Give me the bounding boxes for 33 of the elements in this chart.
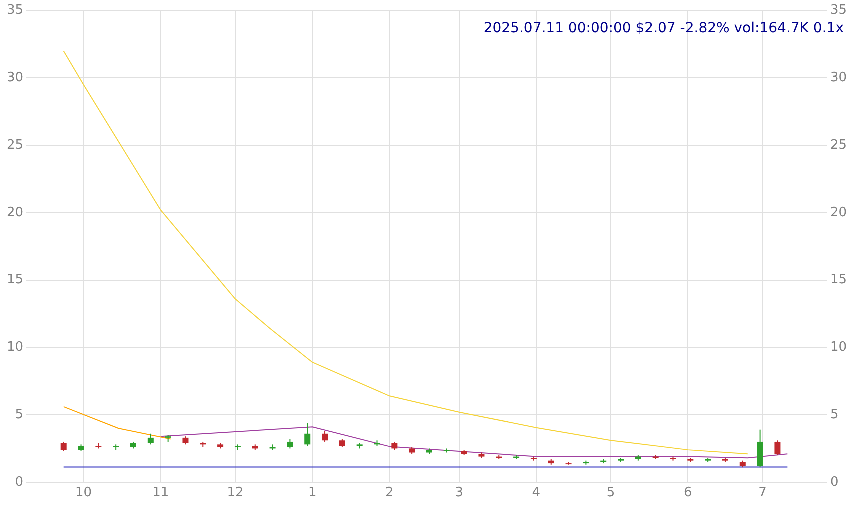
y2-tick-label: 30 [830, 70, 848, 86]
candlestick [774, 440, 781, 456]
x-tick-label: 4 [532, 486, 541, 501]
candlestick [60, 441, 67, 452]
y2-tick-label: 0 [830, 474, 839, 490]
y-tick-label: 5 [15, 407, 24, 422]
candlestick [322, 430, 328, 442]
y2-tick-label: 10 [830, 340, 848, 356]
y-tick-label: 0 [15, 474, 24, 490]
y-tick-label: 15 [6, 272, 24, 288]
x-tick-label: 1 [308, 486, 317, 501]
x-tick-label: 10 [75, 486, 92, 501]
y2-tick-label: 20 [830, 205, 848, 220]
candlestick [304, 422, 311, 447]
y-tick-label: 10 [6, 340, 24, 356]
y-tick-label: 30 [6, 70, 24, 86]
y2-tick-label: 5 [830, 407, 839, 422]
x-tick-label: 3 [455, 486, 464, 501]
candlestick [287, 438, 294, 450]
y-tick-label: 35 [6, 3, 24, 18]
y2-tick-label: 35 [830, 3, 848, 18]
x-tick-label: 2 [386, 486, 394, 501]
x-tick-label: 12 [227, 486, 244, 501]
candlestick [148, 433, 154, 446]
text: 2025.07.11 00:00:00 $2.07 -2.82% vol:164.7K 0.1x [484, 20, 844, 37]
x-tick-label: 5 [606, 486, 616, 501]
x-tick-label: 11 [152, 486, 170, 501]
x-tick-label: 7 [758, 486, 767, 501]
y-tick-label: 25 [6, 138, 24, 153]
y2-tick-label: 15 [830, 272, 848, 288]
x-tick-label: 6 [684, 486, 692, 501]
y-tick-label: 20 [6, 205, 24, 220]
y2-tick-label: 25 [830, 138, 848, 153]
